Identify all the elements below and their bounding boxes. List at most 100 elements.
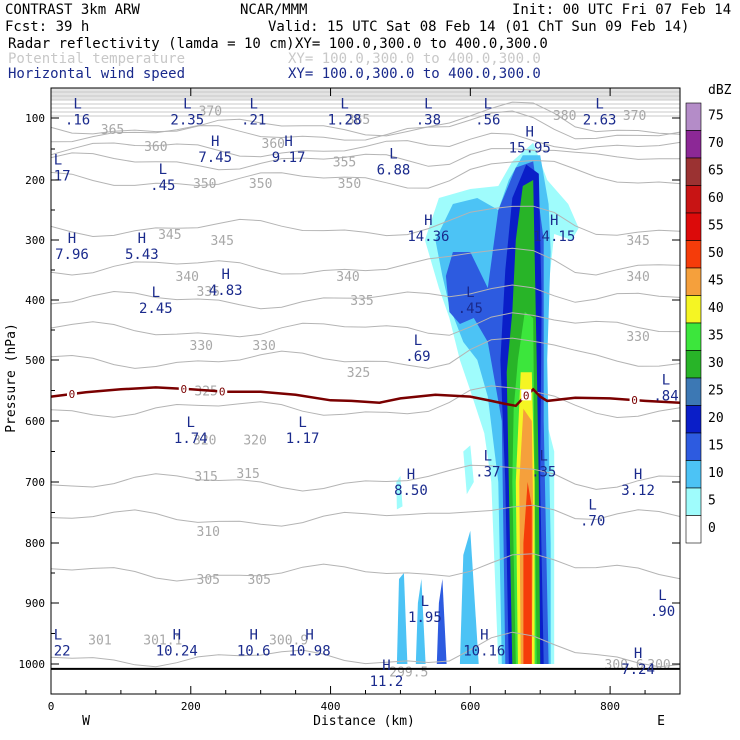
theta-contour — [51, 110, 680, 143]
wind-speed-value: 4.83 — [209, 283, 243, 299]
init-time: Init: 00 UTC Fri 07 Feb 14 — [512, 2, 732, 18]
colorbar-swatch — [685, 295, 702, 324]
wind-speed-value: 14.15 — [533, 229, 575, 245]
theta-label: 355 — [333, 155, 356, 170]
theta-label: 315 — [236, 467, 259, 482]
theta-contour — [51, 504, 680, 527]
forecast-hour: Fcst: 39 h — [5, 19, 90, 35]
field2-name: Potential temperature — [8, 51, 186, 67]
wind-extremum-marker: H — [305, 628, 313, 644]
wind-extremum-marker: L — [414, 333, 422, 349]
colorbar-label: 10 — [708, 466, 724, 481]
wind-extremum-marker: H — [249, 628, 257, 644]
x-axis-label: Distance (km) — [313, 714, 415, 729]
theta-label: 370 — [623, 109, 646, 124]
wind-extremum-marker: L — [424, 97, 432, 113]
wind-speed-value: 2.63 — [583, 113, 617, 129]
field1-xy: XY= 100.0,300.0 to 400.0,300.0 — [295, 36, 548, 52]
wind-speed-value: 7.96 — [55, 247, 89, 263]
wind-speed-value: 7.45 — [198, 150, 232, 166]
theta-label: 350 — [338, 177, 361, 192]
model-title: CONTRAST 3km ARW — [5, 2, 140, 18]
wind-speed-value: 10.6 — [237, 644, 271, 660]
wind-speed-value: 10.24 — [156, 644, 198, 660]
theta-label: 340 — [176, 270, 199, 285]
wind-speed-value: .37 — [475, 465, 500, 481]
field2-xy: XY= 100.0,300.0 to 400.0,300.0 — [288, 51, 541, 67]
field3-name: Horizontal wind speed — [8, 66, 186, 82]
y-tick-label: 1000 — [19, 658, 46, 671]
y-tick-label: 900 — [25, 597, 45, 610]
colorbar-swatch — [685, 350, 702, 379]
colorbar-swatch — [685, 102, 702, 131]
y-tick-label: 600 — [25, 415, 45, 428]
theta-label: 360 — [144, 140, 167, 155]
theta-contour — [51, 337, 680, 369]
theta-label: 320 — [193, 433, 216, 448]
freezing-level-label: 0 — [219, 385, 226, 398]
wind-speed-value: 14.36 — [407, 229, 449, 245]
wind-speed-value: 1.95 — [408, 610, 442, 626]
theta-label: 325 — [347, 366, 370, 381]
wind-speed-value: 2.45 — [139, 301, 173, 317]
colorbar-swatch — [685, 432, 702, 461]
wind-speed-value: .22 — [45, 644, 70, 660]
theta-label: 335 — [197, 285, 220, 300]
wind-extremum-marker: L — [152, 285, 160, 301]
theta-contour — [51, 312, 680, 338]
theta-label: 301.1 — [143, 634, 182, 649]
theta-contour — [51, 205, 680, 238]
freezing-level-label: 0 — [69, 388, 76, 401]
colorbar-swatch — [685, 185, 702, 214]
reflectivity-region — [459, 530, 479, 664]
wind-extremum-marker: L — [421, 594, 429, 610]
theta-label: 301 — [88, 634, 111, 649]
wind-extremum-marker: L — [340, 97, 348, 113]
wind-speed-value: .70 — [580, 513, 605, 529]
theta-label: 300.9 — [269, 634, 308, 649]
theta-label: 345 — [210, 234, 233, 249]
theta-label: 315 — [194, 470, 217, 485]
west-label: W — [82, 714, 90, 729]
plot-frame — [50, 87, 681, 695]
freezing-label-bg — [629, 394, 640, 406]
plot-area: 380 370 370 365 365 360 360 355 350 350 350 345 345 3… — [45, 88, 680, 690]
colorbar-swatch — [685, 460, 702, 489]
colorbar-swatch — [685, 130, 702, 159]
colorbar-label: 60 — [708, 191, 724, 206]
wind-extremum-marker: L — [595, 97, 603, 113]
theta-label: 370 — [199, 105, 222, 120]
wind-speed-value: 9.17 — [272, 150, 306, 166]
wind-speed-value: .21 — [241, 113, 266, 129]
y-axis-label: Pressure (hPa) — [4, 323, 19, 433]
freezing-level-line — [51, 386, 680, 408]
reflectivity-region — [523, 482, 532, 664]
wind-extremum-marker: H — [526, 125, 534, 141]
theta-contour — [51, 132, 680, 158]
theta-contour — [51, 159, 680, 189]
theta-label: 340 — [626, 270, 649, 285]
wind-speed-value: .45 — [150, 178, 175, 194]
wind-extremum-marker: H — [173, 628, 181, 644]
wind-speed-value: 1.74 — [174, 431, 208, 447]
theta-label: 335 — [350, 294, 373, 309]
wind-speed-value: 3.12 — [621, 483, 655, 499]
y-tick-label: 100 — [25, 112, 45, 125]
y-tick-label: 800 — [25, 537, 45, 550]
colorbar-label: 70 — [708, 136, 724, 151]
colorbar-label: 45 — [708, 274, 724, 289]
theta-label: 320 — [243, 433, 266, 448]
wind-speed-value: 6.88 — [377, 162, 411, 178]
source-label: NCAR/MMM — [240, 2, 308, 18]
x-tick-label: 600 — [460, 700, 480, 713]
wind-extremum-marker: H — [222, 267, 230, 283]
theta-label: 305 — [197, 573, 220, 588]
colorbar-unit: dBZ — [708, 83, 732, 98]
wind-extremum-marker: L — [484, 97, 492, 113]
wind-extremum-marker: H — [634, 467, 642, 483]
wind-extremum-marker: H — [407, 467, 415, 483]
wind-extremum-marker: H — [138, 231, 146, 247]
field1-name: Radar reflectivity (lamda = 10 cm) — [8, 36, 295, 52]
colorbar-swatch — [685, 212, 702, 241]
theta-label: 365 — [347, 113, 370, 128]
